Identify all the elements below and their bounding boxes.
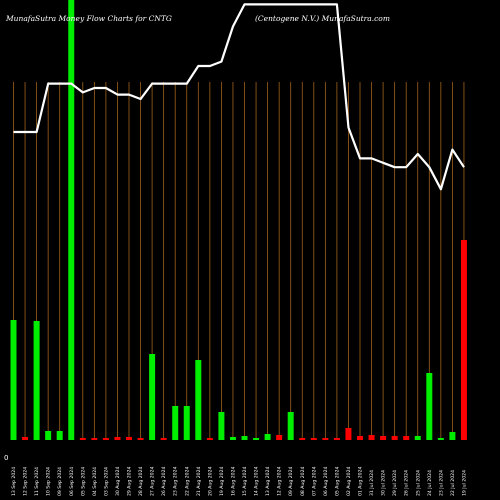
- money-flow-bar: [460, 240, 467, 440]
- money-flow-bar: [391, 436, 398, 440]
- x-tick-label: 22 Jul 2024: [450, 470, 456, 496]
- x-tick-label: 06 Aug 2024: [323, 466, 329, 496]
- x-tick-label: 23 Aug 2024: [173, 466, 179, 496]
- x-tick-label: 30 Jul 2024: [381, 470, 387, 496]
- money-flow-bar: [322, 438, 329, 440]
- money-flow-bar: [160, 438, 167, 440]
- x-tick-label: 30 Aug 2024: [115, 466, 121, 496]
- money-flow-bar: [10, 320, 17, 440]
- x-tick-label: 09 Sep 2024: [57, 467, 63, 496]
- x-tick-label: 04 Sep 2024: [92, 467, 98, 496]
- money-flow-bar: [368, 435, 375, 440]
- money-flow-bar: [126, 437, 132, 440]
- x-tick-label: 24 Jul 2024: [427, 470, 433, 496]
- x-tick-label: 14 Aug 2024: [254, 466, 260, 496]
- money-flow-bar: [380, 436, 387, 440]
- money-flow-bar: [437, 438, 444, 440]
- x-tick-label: 21 Aug 2024: [196, 466, 202, 496]
- x-tick-label: 03 Sep 2024: [103, 467, 109, 496]
- x-tick-label: 29 Aug 2024: [127, 466, 133, 496]
- chart-title-left: MunafaSutra Money Flow Charts for CNTG: [5, 14, 172, 23]
- x-tick-label: 31 Jul 2024: [369, 470, 375, 496]
- x-tick-label: 26 Aug 2024: [161, 466, 167, 496]
- money-flow-bar: [149, 354, 156, 440]
- money-flow-bar: [137, 438, 144, 440]
- x-tick-label: 26 Jul 2024: [404, 470, 410, 496]
- x-tick-label: 25 Jul 2024: [415, 470, 421, 496]
- money-flow-bar: [345, 428, 352, 440]
- x-tick-label: 11 Sep 2024: [34, 467, 40, 496]
- x-tick-label: 22 Aug 2024: [184, 466, 190, 496]
- chart-title-right: (Centogene N.V.) MunafaSutra.com: [255, 14, 390, 23]
- money-flow-bar: [449, 432, 456, 440]
- x-tick-label: 27 Aug 2024: [150, 466, 156, 496]
- x-axis-tick-labels: 13 Sep 2024 12 Sep 2024 11 Sep 2024 10 Sep …: [11, 466, 467, 496]
- money-flow-bar: [114, 437, 121, 440]
- x-tick-label: 07 Aug 2024: [311, 466, 317, 496]
- money-flow-bar: [56, 431, 63, 440]
- money-flow-bar: [33, 321, 40, 440]
- money-flow-bar: [287, 412, 294, 440]
- x-tick-label: 02 Aug 2024: [346, 466, 352, 496]
- x-tick-label: 29 Jul 2024: [392, 470, 398, 496]
- money-flow-bar: [310, 438, 317, 440]
- x-tick-label: 01 Aug 2024: [358, 466, 364, 496]
- money-flow-bar: [241, 436, 248, 440]
- money-flow-bar: [299, 438, 306, 440]
- x-tick-label: 20 Aug 2024: [207, 466, 213, 496]
- x-tick-label: 15 Aug 2024: [242, 466, 248, 496]
- money-flow-bar: [79, 438, 86, 440]
- money-flow-bar: [403, 436, 410, 440]
- money-flow-bar: [206, 438, 213, 440]
- money-flow-bar: [195, 360, 202, 440]
- money-flow-bar: [183, 406, 190, 440]
- price-line: [13, 3, 465, 191]
- money-flow-bar: [45, 431, 52, 440]
- money-flow-bar: [229, 437, 236, 440]
- x-tick-label: 19 Aug 2024: [219, 466, 225, 496]
- money-flow-bar: [102, 438, 109, 440]
- x-tick-label: 19 Jul 2024: [461, 470, 467, 496]
- money-flow-bar: [253, 438, 260, 440]
- money-flow-bar: [426, 373, 433, 440]
- x-tick-label: 06 Sep 2024: [69, 467, 75, 496]
- x-tick-label: 16 Aug 2024: [230, 466, 236, 496]
- money-flow-bars: [10, 0, 467, 440]
- x-tick-label: 09 Aug 2024: [288, 466, 294, 496]
- money-flow-bar: [264, 434, 271, 440]
- money-flow-bar: [333, 438, 340, 440]
- x-tick-label: 08 Aug 2024: [300, 466, 306, 496]
- x-tick-label: 12 Aug 2024: [277, 466, 283, 496]
- money-flow-bar: [218, 412, 225, 440]
- x-tick-label: 23 Jul 2024: [438, 470, 444, 496]
- y-axis-zero-label: 0: [4, 454, 8, 462]
- money-flow-bar: [22, 437, 29, 440]
- x-tick-label: 12 Sep 2024: [23, 467, 29, 496]
- x-tick-label: 13 Aug 2024: [265, 466, 271, 496]
- x-tick-label: 05 Sep 2024: [80, 467, 86, 496]
- x-tick-label: 13 Sep 2024: [11, 467, 17, 496]
- money-flow-bar: [172, 406, 179, 440]
- x-tick-label: 28 Aug 2024: [138, 466, 144, 496]
- money-flow-bar: [414, 436, 421, 440]
- money-flow-bar: [91, 438, 98, 440]
- money-flow-bar: [357, 436, 363, 440]
- x-tick-label: 10 Sep 2024: [46, 467, 52, 496]
- x-tick-label: 05 Aug 2024: [334, 466, 340, 496]
- money-flow-bar: [68, 0, 75, 440]
- money-flow-bar: [276, 435, 283, 440]
